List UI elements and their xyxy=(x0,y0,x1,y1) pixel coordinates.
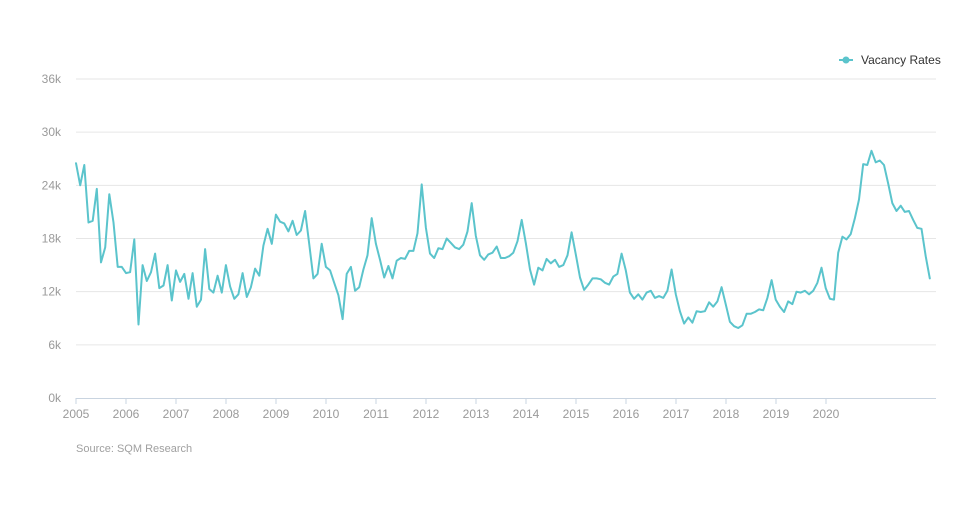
y-tick-label: 6k xyxy=(48,338,62,352)
x-tick-label: 2006 xyxy=(113,407,140,421)
series-line-vacancy-rates[interactable] xyxy=(75,149,931,329)
x-tick-label: 2011 xyxy=(363,407,389,421)
legend-dot-icon xyxy=(842,56,850,64)
x-tick-label: 2015 xyxy=(563,407,590,421)
source-note: Source: SQM Research xyxy=(76,443,192,455)
y-axis-tick-labels: 0k 6k 12k 18k 24k 30k 36k xyxy=(42,72,62,405)
y-tick-label: 36k xyxy=(42,72,62,86)
x-tick-label: 2010 xyxy=(313,407,340,421)
y-tick-label: 0k xyxy=(48,391,62,405)
legend-label[interactable]: Vacancy Rates xyxy=(861,53,941,67)
x-tick-label: 2019 xyxy=(763,407,790,421)
x-tick-label: 2020 xyxy=(813,407,840,421)
x-tick-label: 2016 xyxy=(613,407,640,421)
y-tick-label: 12k xyxy=(42,285,62,299)
x-axis-tick-labels: 2005 2006 2007 2008 2009 2010 2011 2012 2013 2014… xyxy=(63,398,840,421)
y-tick-label: 30k xyxy=(42,125,62,139)
y-tick-label: 18k xyxy=(42,232,62,246)
x-tick-label: 2014 xyxy=(513,407,540,421)
x-tick-label: 2013 xyxy=(463,407,490,421)
x-tick-label: 2008 xyxy=(213,407,240,421)
x-tick-label: 2012 xyxy=(413,407,440,421)
y-tick-label: 24k xyxy=(42,178,62,192)
x-tick-label: 2009 xyxy=(263,407,290,421)
x-tick-label: 2007 xyxy=(163,407,190,421)
gridlines xyxy=(76,78,936,346)
x-tick-label: 2018 xyxy=(713,407,740,421)
legend[interactable]: Vacancy Rates xyxy=(839,53,941,67)
series-layer xyxy=(75,149,931,329)
x-tick-label: 2017 xyxy=(663,407,690,421)
x-tick-label: 2005 xyxy=(63,407,90,421)
